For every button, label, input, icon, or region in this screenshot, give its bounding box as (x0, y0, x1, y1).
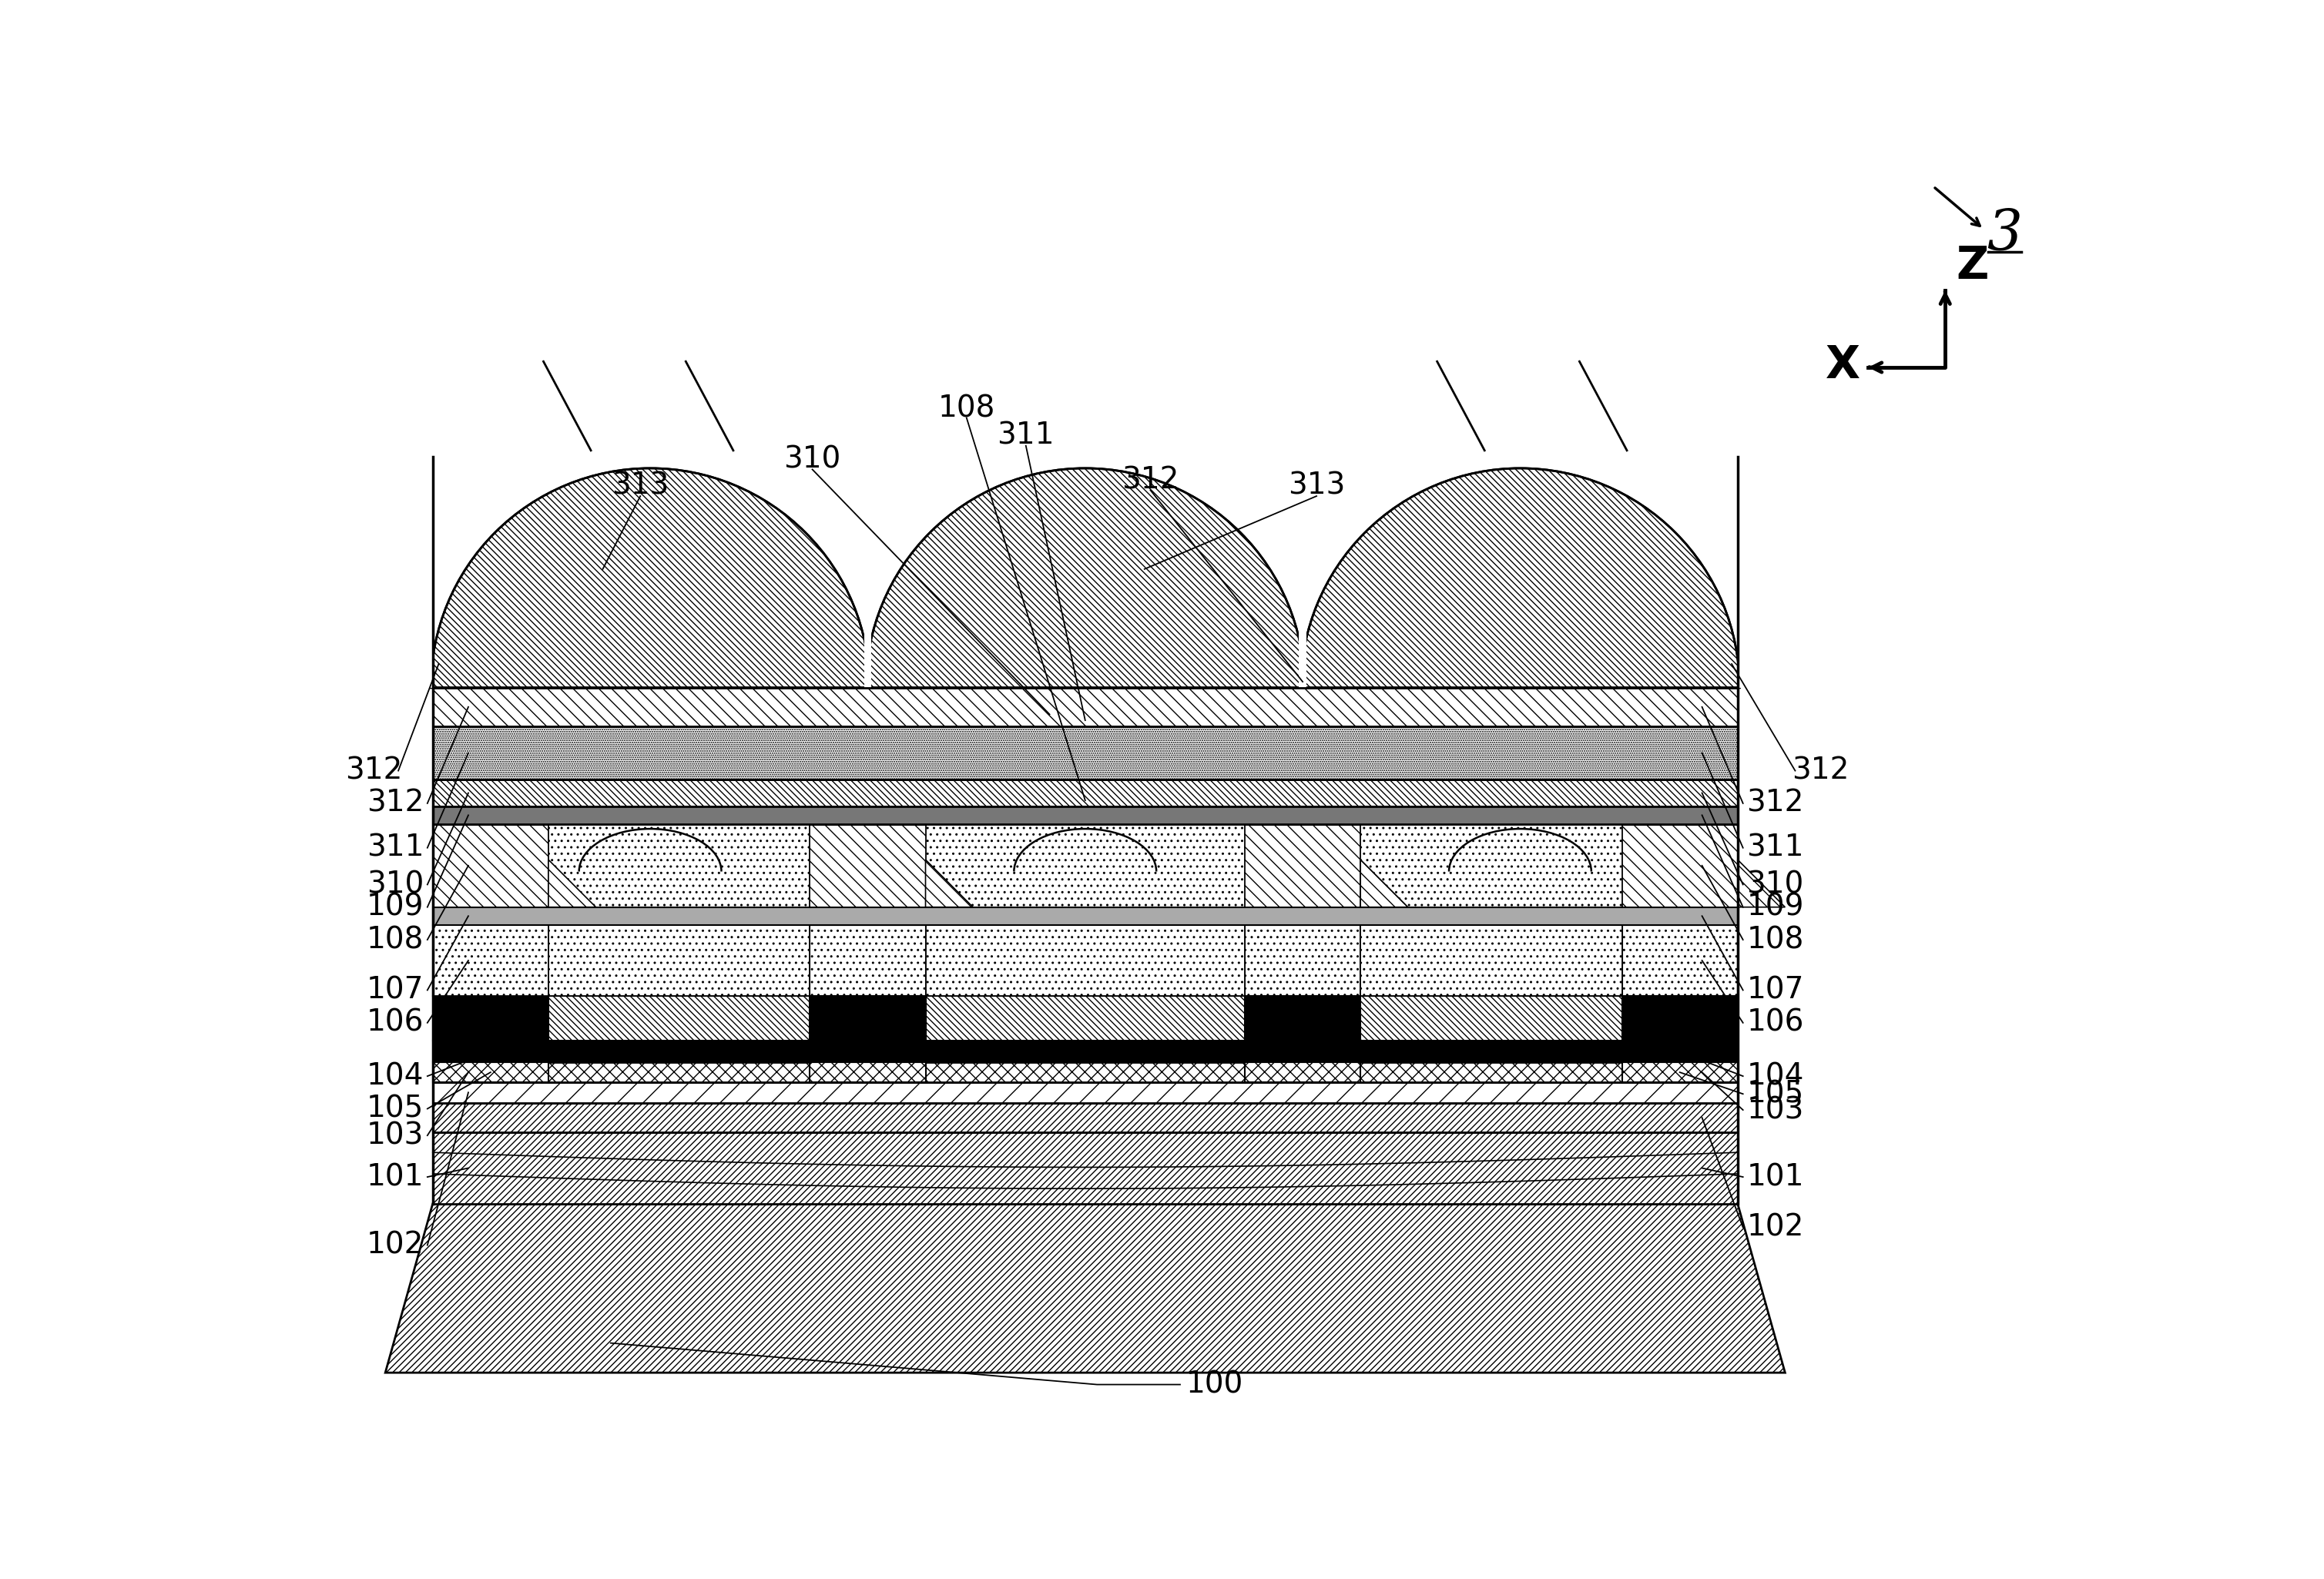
Bar (548, 996, 809, 1041)
Text: 312: 312 (367, 788, 423, 818)
Bar (432, 780, 1738, 807)
Polygon shape (1360, 859, 1408, 906)
Text: 100: 100 (1185, 1371, 1243, 1399)
Bar (432, 906, 1738, 925)
Bar (1622, 996, 1738, 1041)
Bar (1360, 996, 1622, 1041)
Text: 108: 108 (939, 395, 995, 423)
Wedge shape (430, 469, 869, 688)
Text: 107: 107 (367, 976, 423, 1004)
Bar (548, 807, 809, 996)
Text: 105: 105 (367, 1094, 423, 1123)
Text: 108: 108 (1748, 925, 1803, 954)
Bar (548, 925, 809, 996)
Bar (297, 409, 432, 688)
Text: X: X (1824, 343, 1859, 387)
Text: 109: 109 (367, 892, 423, 922)
Text: Z: Z (1957, 243, 1989, 287)
Bar (809, 996, 925, 1041)
Text: 105: 105 (1748, 1080, 1803, 1108)
Bar (432, 688, 1738, 726)
Text: 3: 3 (1987, 207, 2022, 261)
Bar (432, 1041, 1738, 1063)
Bar (1246, 996, 1360, 1041)
Bar (1360, 824, 1622, 906)
Bar (432, 1102, 1738, 1132)
Bar (432, 807, 548, 996)
Text: 104: 104 (1748, 1061, 1803, 1091)
Text: 311: 311 (367, 834, 423, 862)
Bar (925, 996, 1246, 1041)
Bar (432, 996, 548, 1041)
Polygon shape (925, 859, 974, 906)
Text: 101: 101 (1748, 1162, 1803, 1192)
Bar (432, 807, 1738, 824)
Text: 310: 310 (783, 445, 841, 474)
Bar (1622, 1063, 1738, 1082)
Bar (548, 824, 809, 906)
Text: 313: 313 (611, 472, 669, 501)
Bar (1299, 466, 1306, 688)
Bar (432, 726, 1738, 780)
Bar (432, 925, 548, 996)
Text: 106: 106 (367, 1007, 423, 1037)
Text: 310: 310 (367, 870, 423, 898)
Text: 311: 311 (1748, 834, 1803, 862)
Bar (432, 1132, 1738, 1203)
Text: 109: 109 (1748, 892, 1803, 922)
Text: 106: 106 (1748, 1007, 1803, 1037)
Bar (432, 1082, 1738, 1102)
Wedge shape (867, 469, 1304, 688)
Text: 312: 312 (1748, 788, 1803, 818)
Polygon shape (1738, 859, 1785, 906)
Bar (1360, 925, 1622, 996)
Wedge shape (1301, 469, 1741, 688)
Bar (925, 807, 1246, 996)
Bar (925, 925, 1246, 996)
Text: 312: 312 (1792, 756, 1850, 785)
Bar (865, 466, 872, 688)
Text: 103: 103 (1748, 1096, 1803, 1124)
Text: 104: 104 (367, 1061, 423, 1091)
Text: 103: 103 (367, 1121, 423, 1150)
Text: 313: 313 (1287, 472, 1346, 501)
Bar (1738, 409, 2085, 688)
Text: 311: 311 (997, 422, 1055, 450)
Text: 101: 101 (367, 1162, 423, 1192)
Text: 107: 107 (1748, 976, 1803, 1004)
Bar (925, 824, 1246, 906)
Bar (432, 1063, 1738, 1082)
Bar (432, 925, 1738, 996)
Polygon shape (548, 859, 595, 906)
Text: 312: 312 (1122, 466, 1178, 494)
Bar (1360, 807, 1622, 996)
Bar (432, 1063, 548, 1082)
Text: 310: 310 (1748, 870, 1803, 898)
Text: 108: 108 (367, 925, 423, 954)
Bar (1246, 1063, 1360, 1082)
Text: 102: 102 (367, 1230, 423, 1260)
Bar (809, 1063, 925, 1082)
Text: 312: 312 (344, 756, 402, 785)
Polygon shape (386, 1203, 1785, 1372)
Text: 102: 102 (1748, 1213, 1803, 1243)
Bar (432, 824, 1738, 906)
